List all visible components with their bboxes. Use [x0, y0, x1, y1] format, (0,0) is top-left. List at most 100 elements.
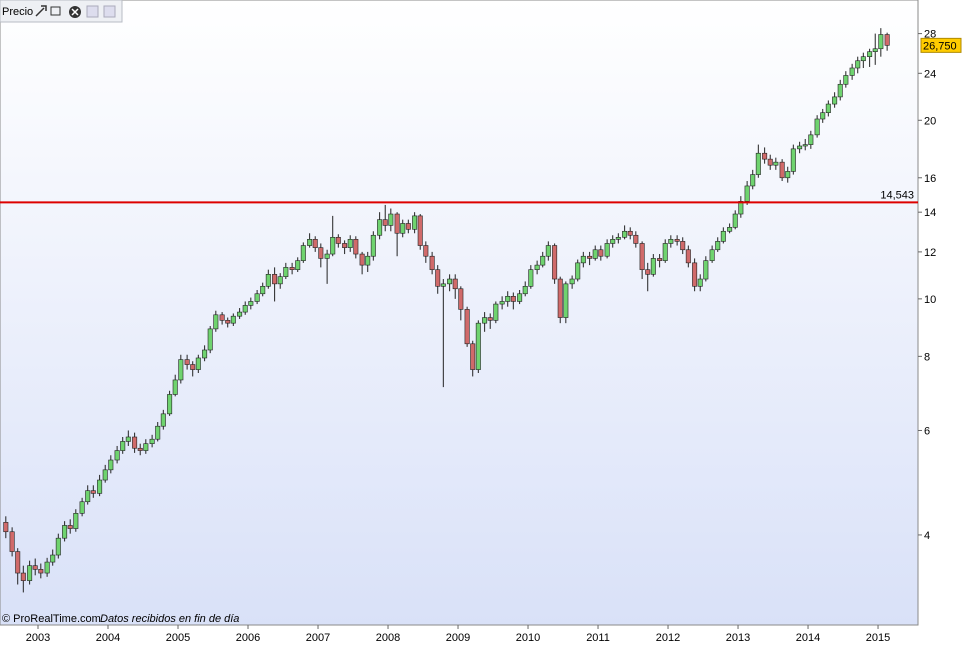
- candle-body: [137, 447, 143, 451]
- candle-body: [849, 67, 855, 76]
- candle-body: [44, 561, 50, 574]
- candle-body: [493, 303, 499, 321]
- candle-body: [598, 249, 604, 257]
- candle-body: [213, 314, 219, 330]
- candle-body: [67, 525, 73, 529]
- y-tick-label: 10: [924, 294, 936, 306]
- candle-body: [522, 285, 528, 295]
- footer-note: Datos recibidos en fin de día: [100, 613, 239, 625]
- candle-body: [260, 285, 266, 295]
- candle-body: [242, 305, 248, 313]
- y-tick-label: 6: [924, 425, 930, 437]
- level-label: 14,543: [880, 189, 914, 201]
- candle-body: [405, 223, 411, 230]
- candle-body: [388, 213, 394, 226]
- candle-body: [510, 296, 516, 302]
- y-tick-label: 24: [924, 68, 936, 80]
- candle-body: [27, 565, 33, 581]
- candle-body: [202, 349, 208, 359]
- candle-body: [330, 236, 336, 255]
- candle-body: [610, 239, 616, 244]
- candle-body: [715, 241, 721, 251]
- candle-body: [738, 201, 744, 215]
- candle-body: [423, 245, 429, 257]
- candle-body: [300, 245, 306, 261]
- candle-body: [727, 227, 733, 232]
- x-tick-label: 2003: [26, 632, 50, 644]
- candle-body: [475, 322, 481, 370]
- x-tick-label: 2015: [866, 632, 890, 644]
- x-tick-label: 2009: [446, 632, 470, 644]
- candle-body: [108, 459, 114, 471]
- candle-body: [265, 274, 271, 287]
- candle-body: [429, 255, 435, 270]
- candle-body: [125, 436, 131, 442]
- candle-body: [365, 255, 371, 266]
- candle-body: [802, 144, 808, 147]
- candle-body: [703, 260, 709, 280]
- candle-body: [773, 161, 779, 166]
- candle-body: [32, 565, 38, 570]
- candle-body: [615, 236, 621, 240]
- candle-body: [149, 438, 155, 444]
- candle-body: [668, 239, 674, 244]
- candle-body: [120, 441, 126, 451]
- x-tick-label: 2011: [586, 632, 610, 644]
- price-box: [920, 37, 962, 53]
- candle-body: [767, 158, 773, 166]
- candle-body: [878, 34, 884, 50]
- up-icon[interactable]: [103, 5, 116, 18]
- candle-body: [342, 243, 348, 248]
- candle-body: [680, 241, 686, 251]
- candle-body: [207, 328, 213, 351]
- candle-body: [295, 260, 301, 270]
- candle-body: [15, 551, 21, 574]
- candle-body: [178, 359, 184, 381]
- candle-body: [219, 314, 225, 321]
- toolbar-icons[interactable]: [35, 5, 116, 18]
- candle-body: [692, 262, 698, 287]
- candle-body: [563, 283, 569, 318]
- settings-icon[interactable]: [35, 5, 47, 17]
- candle-body: [353, 239, 359, 255]
- candle-body: [709, 249, 715, 261]
- candle-body: [592, 249, 598, 259]
- window-icon[interactable]: [50, 6, 61, 16]
- candle-body: [569, 278, 575, 285]
- candle-body: [55, 537, 61, 556]
- candle-body: [318, 247, 324, 259]
- candle-body: [639, 243, 645, 270]
- candle-body: [545, 245, 551, 257]
- candle-body: [557, 278, 563, 318]
- candle-body: [627, 230, 633, 236]
- candle-body: [417, 215, 423, 246]
- candle-body: [674, 239, 680, 242]
- candle-body: [394, 213, 400, 234]
- candle-body: [657, 258, 663, 261]
- candle-body: [860, 56, 866, 62]
- candle-body: [633, 234, 639, 244]
- candle-body: [172, 379, 178, 395]
- candle-body: [50, 554, 56, 563]
- price-label: 26,750: [923, 40, 957, 52]
- candle-body: [744, 185, 750, 202]
- candle-body: [20, 572, 26, 581]
- candle-body: [517, 293, 523, 302]
- candle-body: [587, 255, 593, 259]
- candle-body: [820, 112, 826, 120]
- plot-area: [0, 0, 919, 626]
- candle-body: [843, 75, 849, 85]
- candle-body: [814, 118, 820, 136]
- candle-body: [38, 569, 44, 574]
- candle-body: [452, 278, 458, 290]
- candle-body: [837, 83, 843, 98]
- candle-body: [779, 161, 785, 179]
- candle-body: [755, 152, 761, 175]
- candle-body: [732, 213, 738, 228]
- candle-body: [540, 255, 546, 266]
- down-icon[interactable]: [86, 5, 99, 18]
- candle-body: [114, 450, 120, 461]
- candle-body: [370, 234, 376, 257]
- candle-body: [825, 103, 831, 113]
